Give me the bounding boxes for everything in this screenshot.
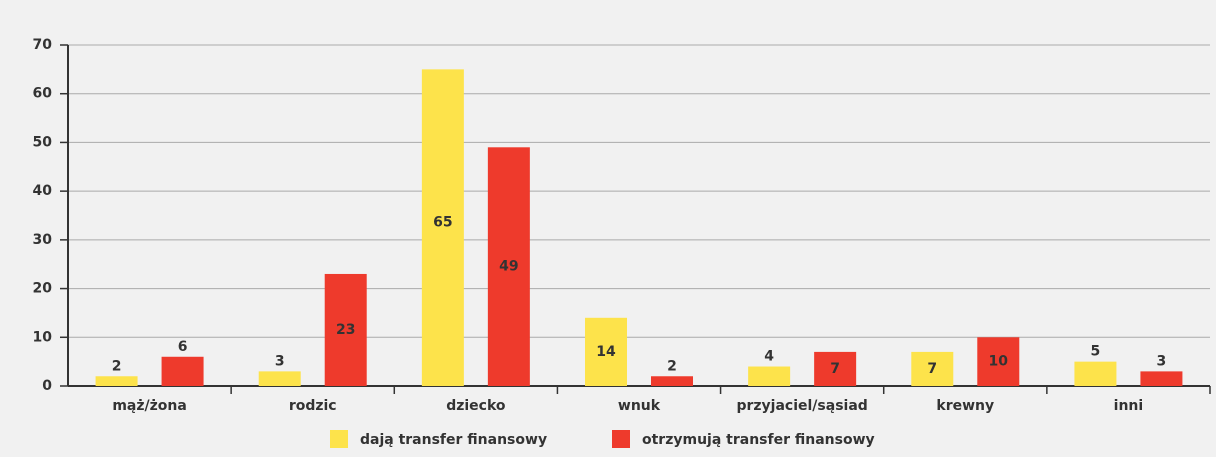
data-label: 3 [275,353,285,369]
data-label: 4 [764,349,774,365]
y-tick-label: 30 [33,232,53,248]
bar [814,351,857,386]
data-label: 2 [112,358,122,374]
data-label: 7 [830,361,840,377]
x-tick-label: wnuk [618,398,661,414]
x-tick-label: przyjaciel/sąsiad [736,398,867,414]
x-tick-label: rodzic [289,398,337,414]
bar [977,337,1020,386]
y-tick-label: 50 [33,134,53,150]
y-tick-label: 10 [33,329,53,345]
bar [1074,361,1117,386]
y-tick-label: 60 [33,86,53,102]
data-label: 10 [989,354,1009,370]
data-label: 23 [336,322,355,338]
bar [651,376,693,386]
data-label: 49 [499,259,518,275]
x-tick-label: mąż/żona [112,398,186,414]
x-tick-label: dziecko [446,398,506,414]
bar [324,273,367,386]
legend-swatch [612,430,630,448]
bar [911,351,954,386]
bar [258,371,301,386]
bar [748,366,791,386]
x-tick-label: krewny [936,398,994,414]
bar [421,69,464,386]
legend-swatch [330,430,348,448]
data-label: 6 [178,339,188,355]
legend-label: otrzymują transfer finansowy [642,432,875,448]
bar [161,356,204,386]
data-label: 65 [433,214,452,230]
bar [487,147,530,386]
data-label: 3 [1157,353,1167,369]
y-tick-label: 40 [33,183,53,199]
bar [585,317,627,386]
x-tick-label: inni [1114,398,1144,414]
bar [1140,371,1183,386]
data-label: 7 [927,361,937,377]
data-label: 14 [596,344,616,360]
y-tick-label: 0 [42,378,52,394]
y-tick-label: 20 [33,281,53,297]
y-tick-label: 70 [33,37,53,53]
legend-label: dają transfer finansowy [360,432,547,448]
bar [95,376,138,386]
data-label: 5 [1091,344,1101,360]
data-label: 2 [667,358,677,374]
